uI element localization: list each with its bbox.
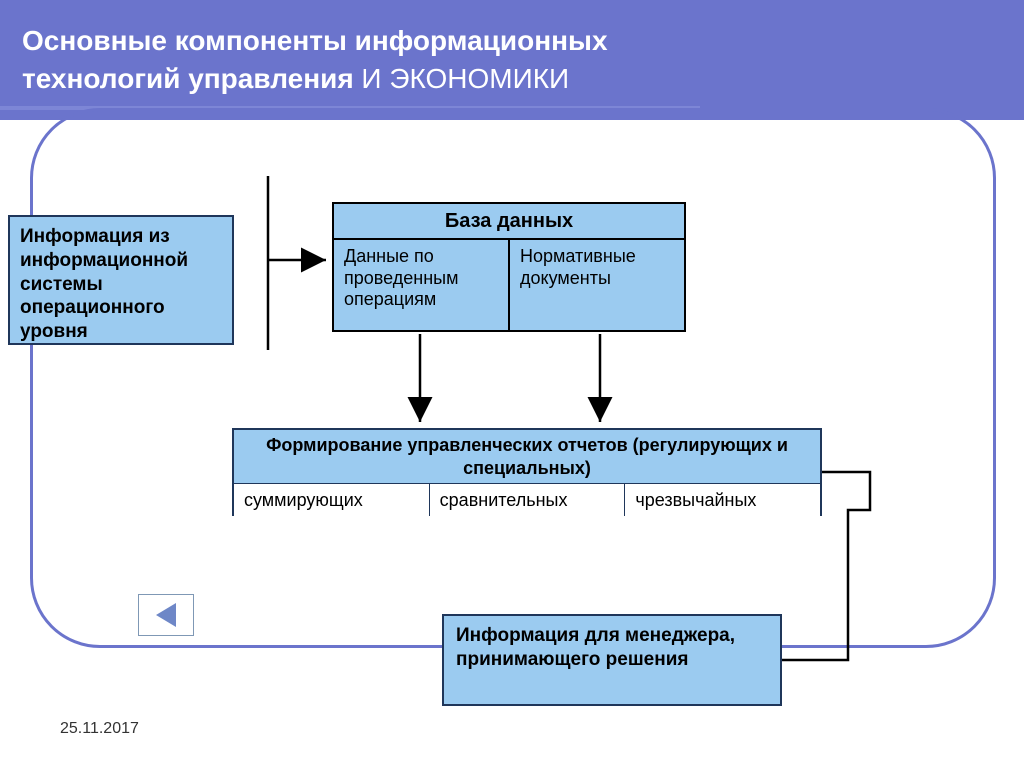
reports-row: суммирующих сравнительных чрезвычайных: [234, 484, 820, 516]
database-cell-ops: Данные по проведенным операциям: [334, 240, 510, 332]
manager-box: Информация для менеджера, принимающего р…: [442, 614, 782, 706]
back-button[interactable]: [138, 594, 194, 636]
reports-title: Формирование управленческих отчетов (рег…: [234, 430, 820, 484]
reports-cell-compare: сравнительных: [430, 484, 626, 516]
reports-box: Формирование управленческих отчетов (рег…: [232, 428, 822, 516]
database-row: Данные по проведенным операциям Норматив…: [334, 240, 684, 332]
title-line2-bold: технологий управления: [22, 63, 354, 94]
slide-date: 25.11.2017: [60, 720, 139, 738]
slide-header: Основные компоненты информационных техно…: [0, 0, 1024, 120]
diagram-frame: [30, 108, 996, 648]
database-title: База данных: [334, 204, 684, 240]
info-source-box: Информация из информационной системы опе…: [8, 215, 234, 345]
reports-cell-sum: суммирующих: [234, 484, 430, 516]
slide-title: Основные компоненты информационных техно…: [0, 8, 630, 112]
title-line2-light: И ЭКОНОМИКИ: [354, 63, 569, 94]
database-cell-docs: Нормативные документы: [510, 240, 684, 332]
title-line1: Основные компоненты информационных: [22, 25, 608, 56]
database-box: База данных Данные по проведенным операц…: [332, 202, 686, 332]
back-icon: [156, 603, 176, 627]
reports-cell-emergency: чрезвычайных: [625, 484, 820, 516]
